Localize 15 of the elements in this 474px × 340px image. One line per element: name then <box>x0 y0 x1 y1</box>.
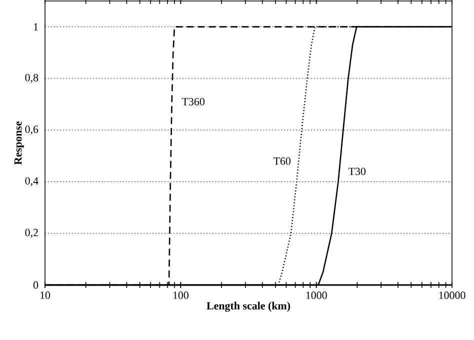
y-tick-label: 1 <box>34 23 38 30</box>
y-axis-title: Response <box>14 121 24 165</box>
x-tick-label: 10 <box>40 292 50 299</box>
x-tick-label: 1000 <box>306 292 327 299</box>
series-label: T30 <box>348 168 366 176</box>
x-tick-label: 10000 <box>439 292 466 299</box>
x-tick-label: 100 <box>173 292 188 299</box>
series-label: T360 <box>182 98 204 106</box>
series-label: T60 <box>274 157 291 165</box>
y-tick-label: 0,6 <box>25 126 38 135</box>
y-tick-label: 0 <box>33 281 38 289</box>
y-tick-label: 0,8 <box>25 74 38 83</box>
y-tick-label: 0,4 <box>25 177 38 186</box>
y-tick-label: 0,2 <box>25 228 38 238</box>
x-axis-title: Length scale (km) <box>206 302 290 312</box>
